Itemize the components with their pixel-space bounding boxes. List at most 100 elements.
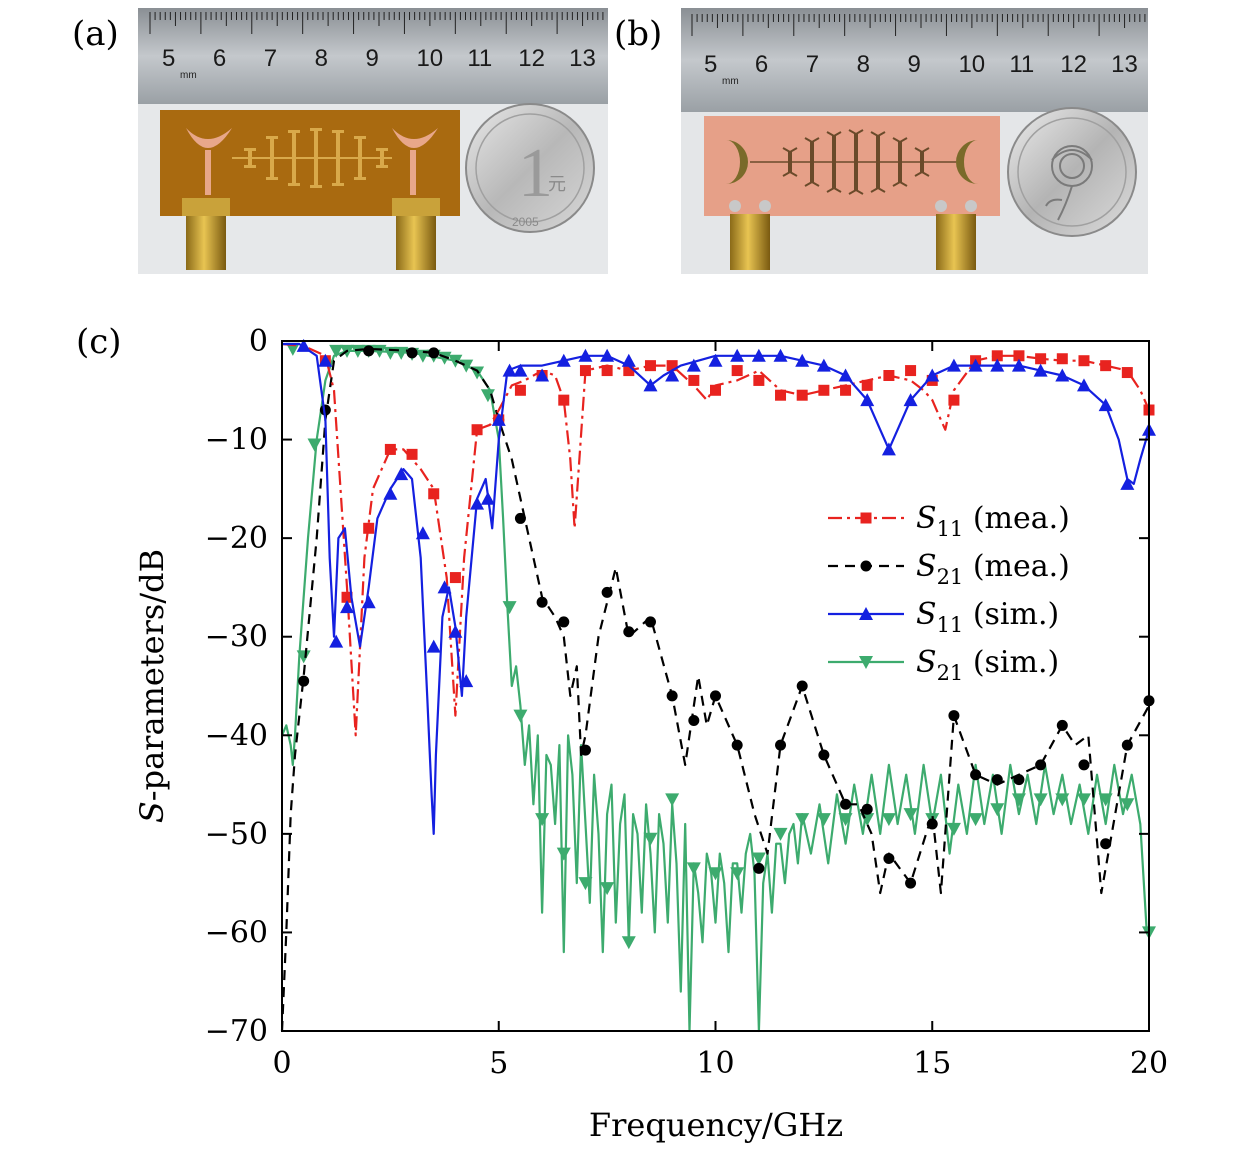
slot-end [892, 137, 908, 144]
slot-end [826, 131, 842, 138]
chart-series-layer [280, 338, 1156, 1033]
data-point [1078, 759, 1090, 771]
series-line [280, 347, 1150, 1032]
panel-label-c: (c) [76, 322, 122, 362]
data-point [363, 345, 375, 357]
data-point [513, 363, 528, 377]
data-point [905, 877, 917, 889]
data-point [579, 744, 591, 756]
data-point [536, 596, 548, 608]
series-s21-sim- [280, 342, 1156, 1033]
data-point [1035, 759, 1047, 771]
data-point [644, 360, 656, 372]
photo-a-coin [465, 103, 595, 233]
stub-cap [310, 128, 322, 131]
legend-label: S11 (sim.) [916, 597, 1059, 637]
photo-b-ruler-unit: mm [722, 76, 739, 87]
photo-b-defected-ground-slots [782, 129, 930, 195]
data-point [926, 818, 938, 830]
ruler-number: 10 [958, 51, 985, 78]
data-point [329, 634, 344, 648]
photo-a-left-patch [186, 128, 232, 148]
stub-cap [244, 148, 256, 151]
data-point [990, 803, 1005, 817]
data-point [751, 852, 766, 866]
data-point [946, 358, 961, 372]
slot-end [848, 188, 864, 195]
stub [358, 136, 362, 180]
slot [810, 142, 814, 182]
y-tick-label: −60 [205, 915, 268, 950]
data-point [666, 690, 678, 702]
y-axis-title-rest: -parameters/dB [133, 549, 171, 801]
data-point [773, 827, 788, 841]
ruler-number: 5 [162, 45, 175, 72]
stub-cap [288, 183, 300, 186]
legend-entry: S21 (mea.) [828, 549, 1070, 589]
data-point [1056, 353, 1068, 365]
data-point [753, 862, 765, 874]
stub [314, 128, 318, 188]
data-point [665, 793, 680, 807]
data-point [753, 374, 765, 386]
stub-cap [332, 183, 344, 186]
data-point [350, 344, 365, 358]
stub-cap [266, 136, 278, 139]
data-point [925, 368, 940, 382]
legend-marker [860, 512, 872, 524]
data-point [730, 867, 745, 881]
slot [920, 152, 924, 172]
data-point [340, 600, 355, 614]
slot-end [782, 147, 798, 154]
legend-label: S21 (sim.) [916, 645, 1059, 685]
stub-cap [354, 136, 366, 139]
ruler-number: 12 [518, 45, 545, 72]
plot-frame [281, 340, 1150, 1032]
data-point [1013, 774, 1025, 786]
data-point [471, 424, 483, 436]
series-s21-mea- [280, 345, 1155, 1032]
stub-cap [288, 130, 300, 133]
data-point [905, 365, 917, 377]
photo-a-ruler-ticks [149, 12, 604, 34]
data-point [285, 342, 300, 356]
data-point [710, 384, 721, 396]
slot-end [804, 137, 820, 144]
data-point [307, 438, 322, 452]
data-point [623, 365, 635, 377]
photo-b-left-slot [726, 140, 748, 184]
data-point [1055, 793, 1070, 807]
x-tick-label: 20 [1130, 1046, 1168, 1081]
data-point [514, 384, 526, 396]
data-point [1098, 793, 1113, 807]
stub-cap [354, 177, 366, 180]
legend-entry: S11 (mea.) [828, 501, 1070, 541]
data-point [502, 363, 517, 377]
ruler-number: 9 [366, 45, 379, 72]
data-point [710, 690, 721, 702]
y-tick-label: 0 [249, 324, 268, 359]
data-point [428, 488, 440, 500]
data-point [883, 853, 895, 864]
data-point [394, 467, 409, 481]
data-point [775, 739, 787, 751]
ruler-number: 7 [264, 45, 277, 72]
data-point [601, 586, 613, 598]
data-point [795, 813, 810, 827]
ruler-number: 13 [1111, 51, 1138, 78]
data-point [513, 709, 528, 723]
x-tick-label: 5 [489, 1046, 508, 1081]
data-point [860, 393, 875, 407]
legend: S11 (mea.) S21 (mea.) S11 (sim.) S21 (sim.) [828, 501, 1070, 685]
data-point [751, 348, 766, 362]
data-point [708, 353, 723, 367]
slot-end [826, 186, 842, 193]
data-point [502, 601, 517, 615]
data-point [861, 803, 873, 815]
data-point [666, 360, 678, 372]
photo-a-ruler-unit: mm [180, 70, 197, 81]
data-point [1035, 353, 1047, 365]
photo-b-ruler-ticks [691, 14, 1146, 36]
photo-b-ruler-numbers: 5 6 7 8 9 10 11 12 13 [704, 51, 1138, 78]
